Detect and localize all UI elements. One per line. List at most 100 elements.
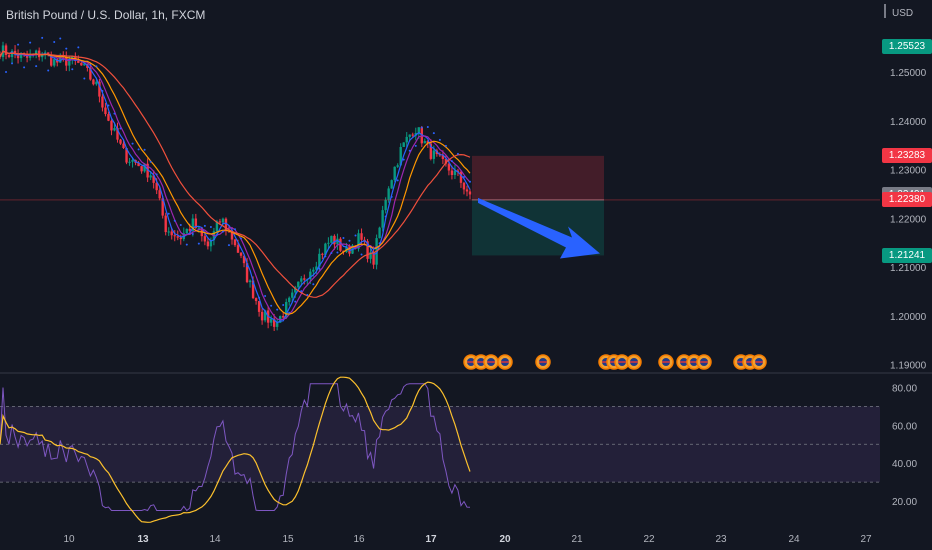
candle-body — [432, 150, 436, 159]
sar-dot — [179, 224, 182, 227]
sar-dot — [185, 243, 188, 246]
candle-body — [65, 56, 68, 66]
price-tick-label: 1.23000 — [890, 166, 927, 177]
candle-body — [7, 55, 11, 58]
candle-body — [321, 253, 324, 255]
menu-icon[interactable] — [884, 4, 886, 18]
candle-body — [28, 54, 32, 58]
candle-body — [315, 266, 318, 270]
sar-dot — [378, 242, 381, 245]
candle-body — [333, 235, 336, 245]
candle-body — [456, 170, 460, 172]
candle-body — [50, 54, 53, 66]
sar-dot — [396, 179, 399, 182]
candle-body — [230, 230, 234, 240]
sar-dot — [414, 144, 417, 147]
price-tick-label: 1.22000 — [890, 214, 927, 225]
candle-body — [242, 255, 246, 264]
candle-body — [345, 246, 348, 253]
candle-body — [257, 301, 261, 312]
candle-body — [272, 318, 276, 327]
candle-body — [10, 50, 14, 58]
ma-long-line — [0, 50, 471, 298]
candle-body — [164, 215, 167, 233]
sar-dot — [240, 237, 243, 240]
candle-body — [140, 166, 143, 172]
candle-body — [149, 175, 152, 178]
candle-body — [384, 199, 387, 211]
candle-body — [429, 143, 433, 159]
sar-dot — [209, 225, 212, 228]
sar-dot — [246, 265, 249, 268]
candle-body — [170, 231, 173, 236]
candle-body — [224, 218, 228, 231]
sar-dot — [234, 228, 236, 231]
x-tick-label: 20 — [499, 534, 511, 545]
candle-body — [68, 59, 71, 66]
candle-body — [188, 228, 192, 231]
x-axis: 10 13 14 15 16 17 20 21 22 23 24 27 — [63, 534, 872, 545]
candle-body — [411, 134, 414, 136]
sar-dot — [282, 304, 285, 307]
sar-dot — [227, 244, 230, 247]
x-tick-label: 21 — [571, 534, 583, 545]
sar-dot — [258, 296, 261, 299]
candle-body — [89, 67, 92, 80]
rsi-ma-line — [0, 376, 471, 523]
price-tag: 1.23283 — [882, 148, 932, 164]
sar-dot — [426, 126, 429, 129]
sar-dot — [191, 233, 194, 236]
candle-body — [143, 163, 146, 172]
sar-dot — [41, 36, 44, 39]
candle-body — [59, 55, 62, 63]
sar-dot — [65, 47, 68, 50]
candle-body — [444, 158, 448, 164]
sar-dot — [59, 37, 62, 40]
sar-dot — [354, 234, 357, 237]
candle-body — [393, 166, 396, 181]
sar-dot — [372, 247, 375, 250]
candle-body — [357, 233, 360, 249]
sar-dot — [288, 311, 291, 314]
candle-body — [294, 287, 297, 293]
sar-dot — [300, 290, 303, 293]
candle-body — [360, 233, 363, 240]
candle-body — [260, 311, 264, 321]
sar-dot — [197, 242, 200, 245]
sar-dot — [173, 219, 176, 222]
sar-dot — [330, 251, 333, 254]
candle-body — [131, 159, 134, 162]
candle-body — [354, 245, 357, 249]
candle-body — [251, 280, 255, 299]
sar-dot — [71, 68, 74, 71]
candle-body — [179, 237, 182, 240]
price-tick-label: 1.21000 — [890, 263, 927, 274]
ma-mid-line — [0, 50, 471, 321]
candle-body — [119, 139, 122, 144]
candle-body — [300, 278, 303, 282]
stop-loss-zone — [472, 155, 604, 200]
sar-dot — [402, 158, 405, 161]
candle-body — [34, 50, 38, 55]
candle-body — [152, 175, 155, 183]
candle-body — [197, 227, 201, 229]
candle-body — [83, 63, 86, 66]
candle-body — [330, 235, 333, 243]
candle-body — [366, 241, 369, 259]
candle-body — [275, 322, 279, 327]
candle-body — [423, 141, 427, 144]
rsi-tick-label: 40.00 — [892, 459, 917, 470]
candle-body — [107, 114, 110, 121]
candle-body — [215, 221, 219, 232]
candle-body — [116, 128, 119, 140]
candle-body — [297, 281, 300, 288]
candle-body — [113, 128, 116, 131]
candle-body — [173, 235, 176, 237]
sar-dot — [456, 152, 459, 155]
x-tick-label: 17 — [425, 534, 437, 545]
x-tick-label: 16 — [353, 534, 365, 545]
sar-dot — [324, 255, 327, 258]
x-tick-label: 27 — [860, 534, 872, 545]
sar-dot — [17, 43, 20, 46]
